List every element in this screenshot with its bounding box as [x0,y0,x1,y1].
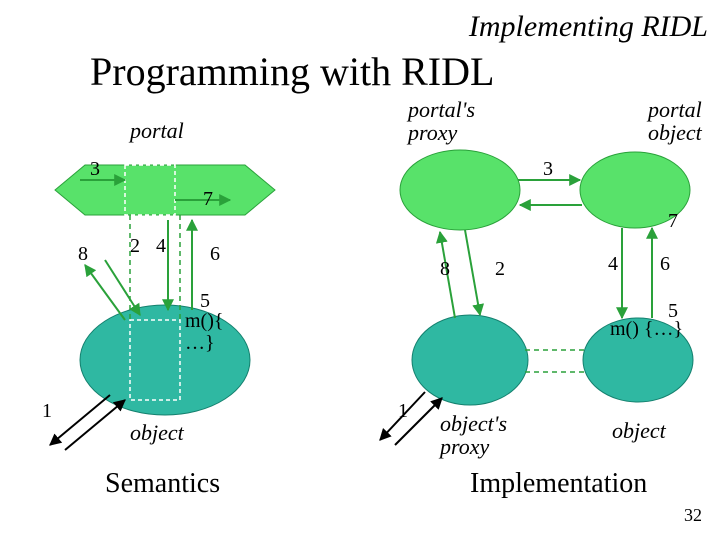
right-method: m() {…} [610,318,683,341]
left-n8: 8 [78,243,88,266]
left-portal-label: portal [130,118,184,144]
semantics-diagram [30,110,330,470]
arrow-8 [85,265,125,320]
left-n2: 2 [130,235,140,258]
slide-title: Programming with RIDL [90,48,494,95]
right-n4: 4 [608,253,618,276]
portal-proxy-shape [400,150,520,230]
right-n7: 7 [668,210,678,233]
right-n6: 6 [660,253,670,276]
left-n6: 6 [210,243,220,266]
slide-overline: Implementing RIDL [469,10,708,44]
objects-proxy-shape [412,315,528,405]
right-caption: Implementation [470,468,647,500]
right-n3: 3 [543,158,553,181]
arrow-r2 [465,230,480,315]
right-n2: 2 [495,258,505,281]
left-n7: 7 [203,188,213,211]
right-object-label: object [612,418,666,444]
left-n1: 1 [42,400,52,423]
left-n4: 4 [156,235,166,258]
right-portal-proxy-label: portal's proxy [408,98,475,144]
arrow-2 [105,260,140,315]
implementation-diagram [370,110,710,470]
left-object-label: object [130,420,184,446]
left-n3: 3 [90,158,100,181]
left-method: m(){ …} [185,310,223,354]
right-portal-object-label: portal object [648,98,702,144]
slide-number: 32 [684,505,702,526]
left-caption: Semantics [105,468,220,500]
right-n8: 8 [440,258,450,281]
portal-shape [55,165,275,215]
right-objects-proxy-label: object's proxy [440,412,507,458]
right-n1: 1 [398,400,408,423]
